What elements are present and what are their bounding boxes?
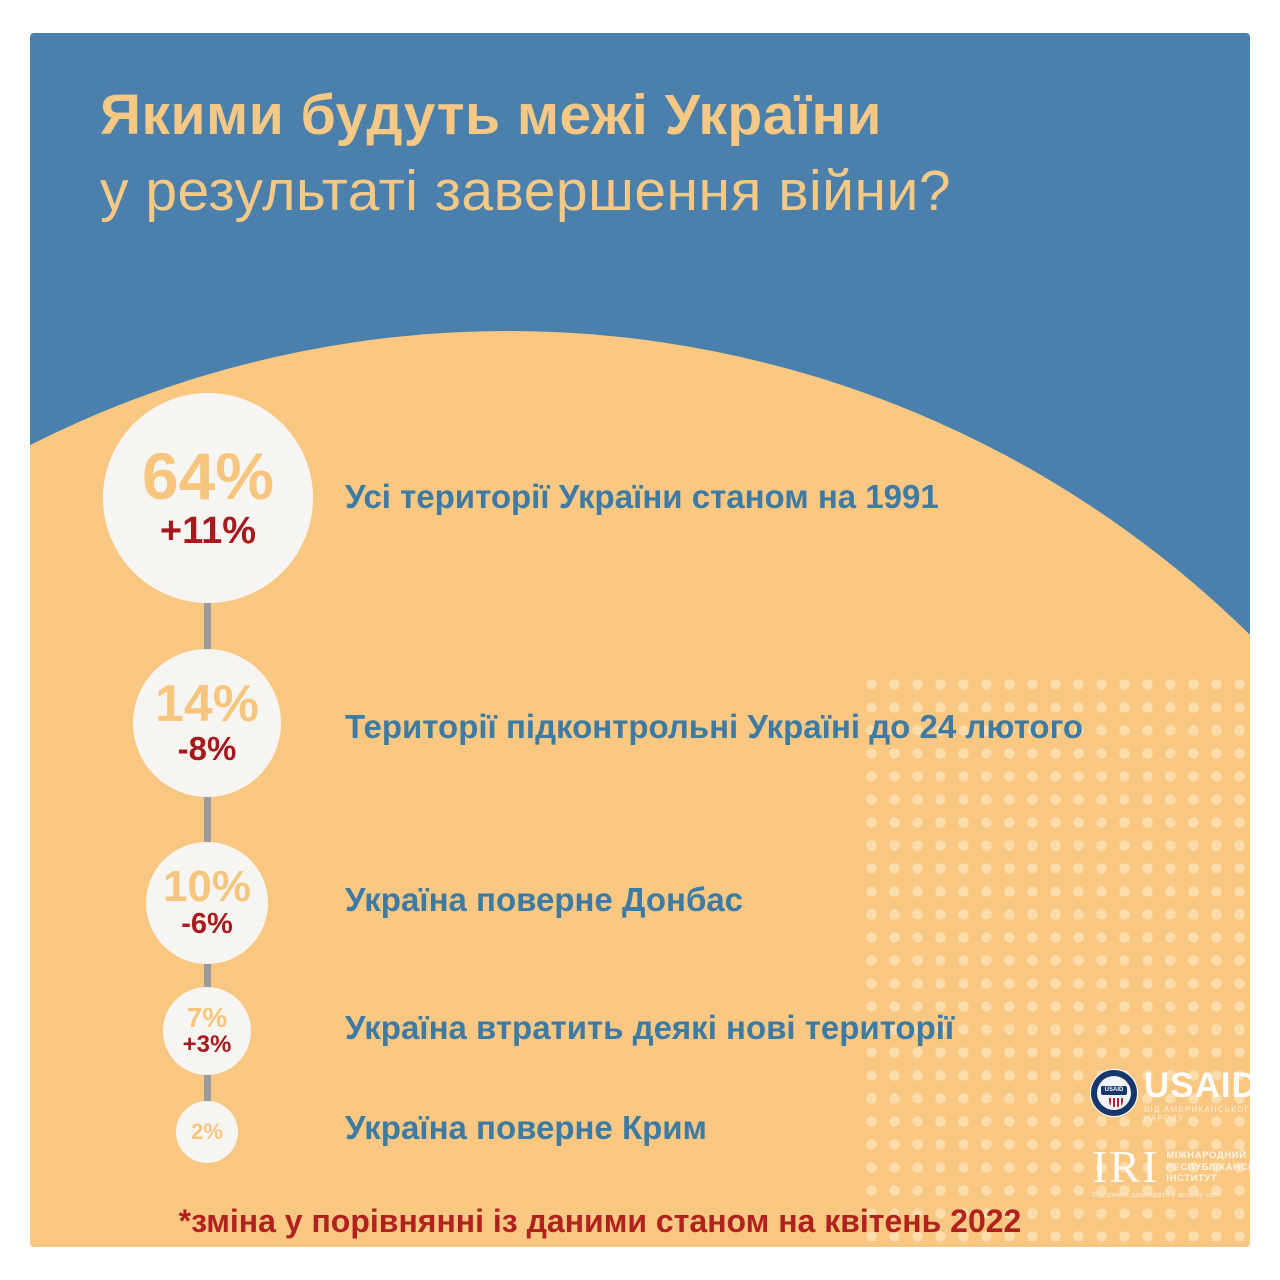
result-circle-1: 64% +11% (103, 393, 313, 603)
percent-value: 10% (162, 861, 252, 911)
result-circle-2: 14% -8% (133, 649, 281, 797)
usaid-seal-text: USAID (1101, 1086, 1127, 1095)
percent-change: +11% (159, 509, 257, 552)
footnote: *зміна у порівнянні із даними станом на … (178, 1203, 1022, 1239)
iri-name-line-1: МІЖНАРОДНИЙ (1166, 1150, 1247, 1161)
usaid-shield-icon (1109, 1098, 1123, 1107)
percent-change: +3% (182, 1031, 232, 1059)
result-label-1: Усі території України станом на 1991 (345, 478, 939, 515)
result-circle-5: 2% (176, 1101, 238, 1163)
iri-name-line-2: РЕСПУБЛІКАНСЬКИЙ (1166, 1161, 1250, 1173)
usaid-logo: USAID USAID ВІД АМЕРИКАНСЬКОГО НАРОДУ (1090, 1066, 1250, 1123)
percent-value: 64% (141, 439, 275, 514)
result-label-3: Україна поверне Донбас (345, 881, 744, 918)
result-circle-4: 7% +3% (163, 987, 251, 1075)
iri-name-line-3: ІНСТИТУТ (1166, 1173, 1218, 1184)
dot-pattern-texture (860, 673, 1250, 1247)
percent-change: -8% (177, 730, 237, 768)
result-label-2: Території підконтрольні Україні до 24 лю… (345, 708, 1084, 745)
page-title: Якими будуть межі України у результаті з… (100, 77, 951, 229)
infographic-card: Якими будуть межі України у результаті з… (30, 33, 1250, 1247)
percent-value: 2% (191, 1118, 223, 1144)
usaid-tagline: ВІД АМЕРИКАНСЬКОГО НАРОДУ (1144, 1105, 1250, 1123)
iri-logo: IRI МІЖНАРОДНИЙ РЕСПУБЛІКАНСЬКИЙ ІНСТИТУ… (1092, 1141, 1250, 1200)
percent-value: 14% (154, 675, 260, 734)
circle-connector-line (204, 498, 211, 1132)
result-label-5: Україна поверне Крим (345, 1109, 707, 1146)
iri-wordmark: IRI (1092, 1141, 1160, 1192)
title-line-1: Якими будуть межі України (100, 83, 882, 147)
title-line-2: у результаті завершення війни? (100, 159, 952, 223)
result-label-4: Україна втратить деякі нові території (345, 1009, 955, 1046)
iri-tagline: Підтримка демократії у всьому світі (1092, 1192, 1222, 1199)
result-circle-3: 10% -6% (146, 842, 268, 964)
usaid-wordmark: USAID (1144, 1066, 1250, 1105)
percent-value: 7% (186, 1001, 228, 1033)
percent-change: -6% (181, 908, 233, 941)
usaid-seal-icon: USAID (1090, 1069, 1138, 1117)
